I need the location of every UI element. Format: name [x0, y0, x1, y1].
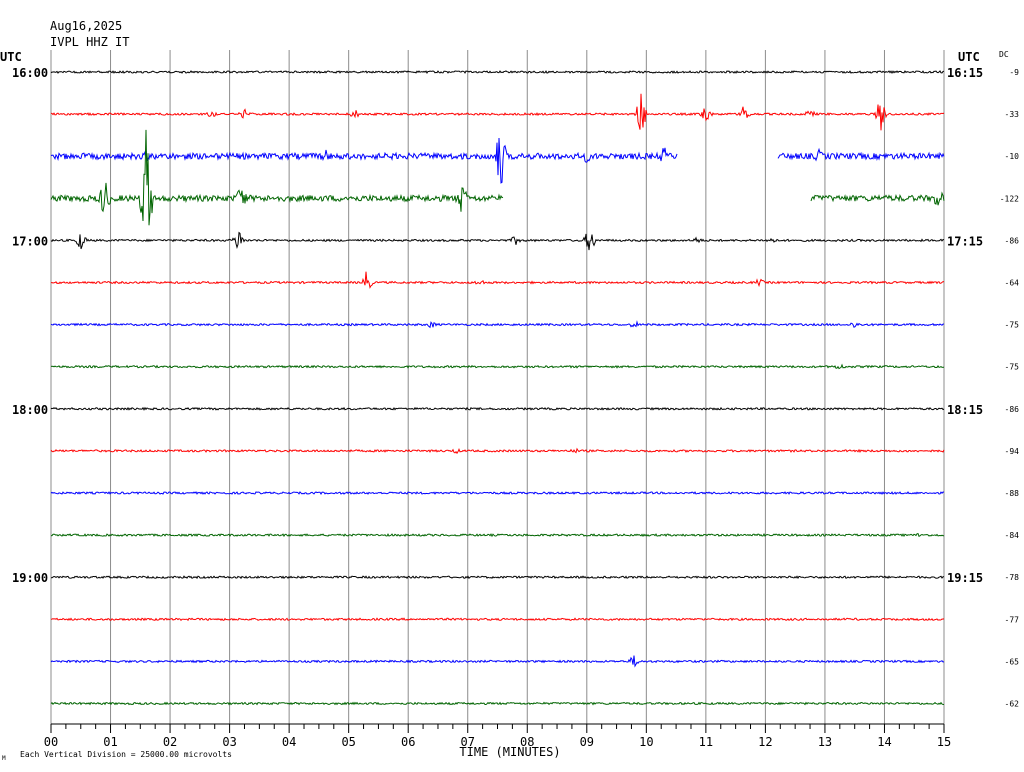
trace-line-5	[50, 231, 945, 251]
trace-line-16	[50, 701, 945, 706]
right-hour-label: 17:15	[947, 234, 983, 248]
dc-offset-label: -77	[1005, 615, 1020, 624]
corner-mark: M	[2, 755, 6, 762]
left-hour-label: 18:00	[12, 403, 48, 417]
right-hour-label: 19:15	[947, 571, 983, 585]
x-tick-label: 10	[639, 735, 653, 749]
left-hour-label: 16:00	[12, 66, 48, 80]
trace-line-12	[50, 533, 945, 538]
trace-line-14	[50, 617, 945, 622]
dc-offset-label: -94	[1005, 447, 1020, 456]
dc-offset-label: -86	[1005, 236, 1020, 245]
right-hour-labels: 16:15 17:15 18:15 19:15	[947, 66, 983, 585]
trace-line-13	[51, 575, 944, 580]
x-tick-label: 12	[758, 735, 772, 749]
chart-date: Aug16,2025	[50, 19, 122, 33]
dc-offset-label: -88	[1005, 489, 1020, 498]
x-tick-label: 04	[282, 735, 296, 749]
trace-line-7	[50, 320, 945, 329]
station-code: IVPL HHZ IT	[50, 35, 129, 49]
trace-line-1	[50, 70, 945, 75]
trace-line-3	[50, 137, 945, 184]
x-tick-label: 07	[461, 735, 475, 749]
dc-offset-label: -78	[1005, 573, 1020, 582]
left-hour-labels: 16:00 17:00 18:00 19:00	[12, 66, 48, 585]
dc-offset-labels: -9 -33 -10 -122 -86 -64 -75 -75 -86 -94 -88 -84 -78 -…	[1000, 68, 1019, 709]
trace-line-6	[50, 271, 945, 289]
x-tick-label: 06	[401, 735, 415, 749]
dc-offset-label: -10	[1005, 152, 1020, 161]
dc-offset-label: -86	[1005, 405, 1020, 414]
x-tick-label: 09	[580, 735, 594, 749]
dc-offset-label: -75	[1005, 321, 1020, 330]
dc-offset-label: -64	[1005, 279, 1020, 288]
trace-line-8	[50, 363, 945, 370]
seismic-traces	[50, 70, 945, 706]
dc-offset-label: -33	[1005, 110, 1020, 119]
x-tick-label: 05	[341, 735, 355, 749]
x-tick-label: 13	[818, 735, 832, 749]
x-tick-label: 15	[937, 735, 951, 749]
utc-label-right: UTC	[958, 50, 980, 64]
x-axis-title: TIME (MINUTES)	[459, 745, 560, 759]
x-tick-label: 00	[44, 735, 58, 749]
right-hour-label: 16:15	[947, 66, 983, 80]
dc-offset-label: -75	[1005, 363, 1020, 372]
x-tick-label: 14	[877, 735, 891, 749]
trace-line-11	[50, 491, 945, 496]
trace-line-10	[50, 447, 945, 455]
trace-line-9	[50, 406, 945, 411]
trace-line-2	[50, 93, 945, 131]
dc-offset-label: -122	[1000, 194, 1019, 203]
dc-label: DC	[999, 50, 1009, 59]
left-hour-label: 17:00	[12, 234, 48, 248]
minute-grid	[50, 50, 945, 724]
dc-offset-label: -62	[1005, 700, 1020, 709]
dc-offset-label: -84	[1005, 531, 1020, 540]
utc-label-left: UTC	[0, 50, 22, 64]
dc-offset-label: -9	[1009, 68, 1019, 77]
x-tick-label: 08	[520, 735, 534, 749]
trace-line-15	[50, 655, 945, 668]
left-hour-label: 19:00	[12, 571, 48, 585]
x-tick-label: 01	[103, 735, 117, 749]
right-hour-label: 18:15	[947, 403, 983, 417]
dc-offset-label: -65	[1005, 657, 1020, 666]
x-tick-label: 03	[222, 735, 236, 749]
scale-note: Each Vertical Division = 25000.00 microv…	[20, 750, 232, 759]
trace-line-4	[50, 129, 945, 226]
x-tick-label: 11	[699, 735, 713, 749]
x-axis: 00 01 02 03 04 05 06 07 08 09 10 11 12 13 14 15	[44, 723, 951, 749]
x-tick-label: 02	[163, 735, 177, 749]
